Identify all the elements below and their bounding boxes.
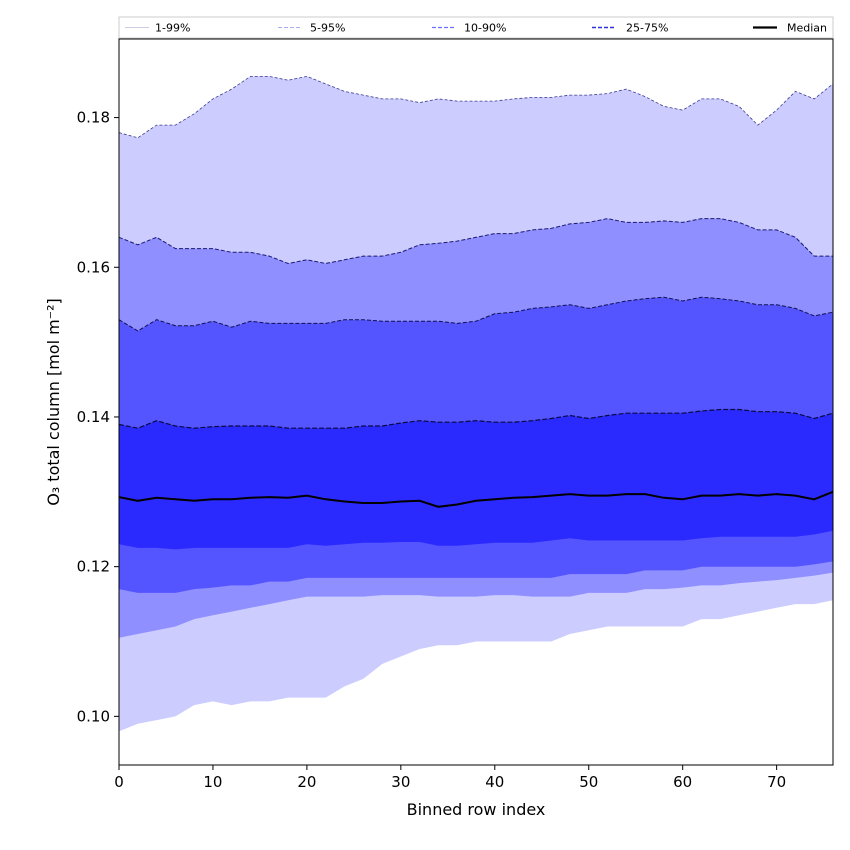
line-p99 — [118, 75, 834, 139]
line-p95 — [118, 218, 833, 265]
legend-box — [118, 16, 834, 39]
plot-frame — [118, 38, 834, 766]
x-tick-label-20: 20 — [297, 773, 316, 791]
line-p75 — [118, 408, 834, 429]
legend-label-p10_90: 10-90% — [464, 22, 506, 35]
y-tick-label-0: 0.10 — [77, 707, 110, 725]
line-median — [118, 490, 834, 508]
x-tick-label-10: 10 — [203, 773, 222, 791]
x-tick-label-40: 40 — [485, 773, 504, 791]
y-axis-ticks: 0.10 0.12 0.14 0.16 0.18 — [77, 109, 119, 725]
line-p90 — [118, 296, 834, 332]
x-tick-label-0: 0 — [114, 773, 124, 791]
legend-label-p1_99: 1-99% — [155, 22, 190, 35]
y-tick-label-4: 0.18 — [77, 109, 110, 127]
legend: 1-99% 5-95% 10-90% 25-75% Median — [118, 16, 834, 39]
legend-label-median: Median — [787, 22, 827, 35]
band-25-75 — [119, 409, 833, 550]
y-tick-label-1: 0.12 — [77, 558, 110, 576]
x-tick-label-70: 70 — [767, 773, 786, 791]
x-axis-label: Binned row index — [407, 800, 546, 819]
x-axis-ticks: 0 10 20 30 40 50 60 70 — [114, 765, 786, 791]
y-axis-label: O₃ total column [mol m⁻²] — [44, 298, 63, 506]
x-tick-label-60: 60 — [673, 773, 692, 791]
percentile-lines — [118, 75, 834, 508]
legend-label-p25_75: 25-75% — [626, 22, 668, 35]
y-tick-label-2: 0.14 — [77, 408, 110, 426]
x-tick-label-50: 50 — [579, 773, 598, 791]
legend-label-p5_95: 5-95% — [310, 22, 345, 35]
x-tick-label-30: 30 — [391, 773, 410, 791]
y-tick-label-3: 0.16 — [77, 258, 110, 276]
